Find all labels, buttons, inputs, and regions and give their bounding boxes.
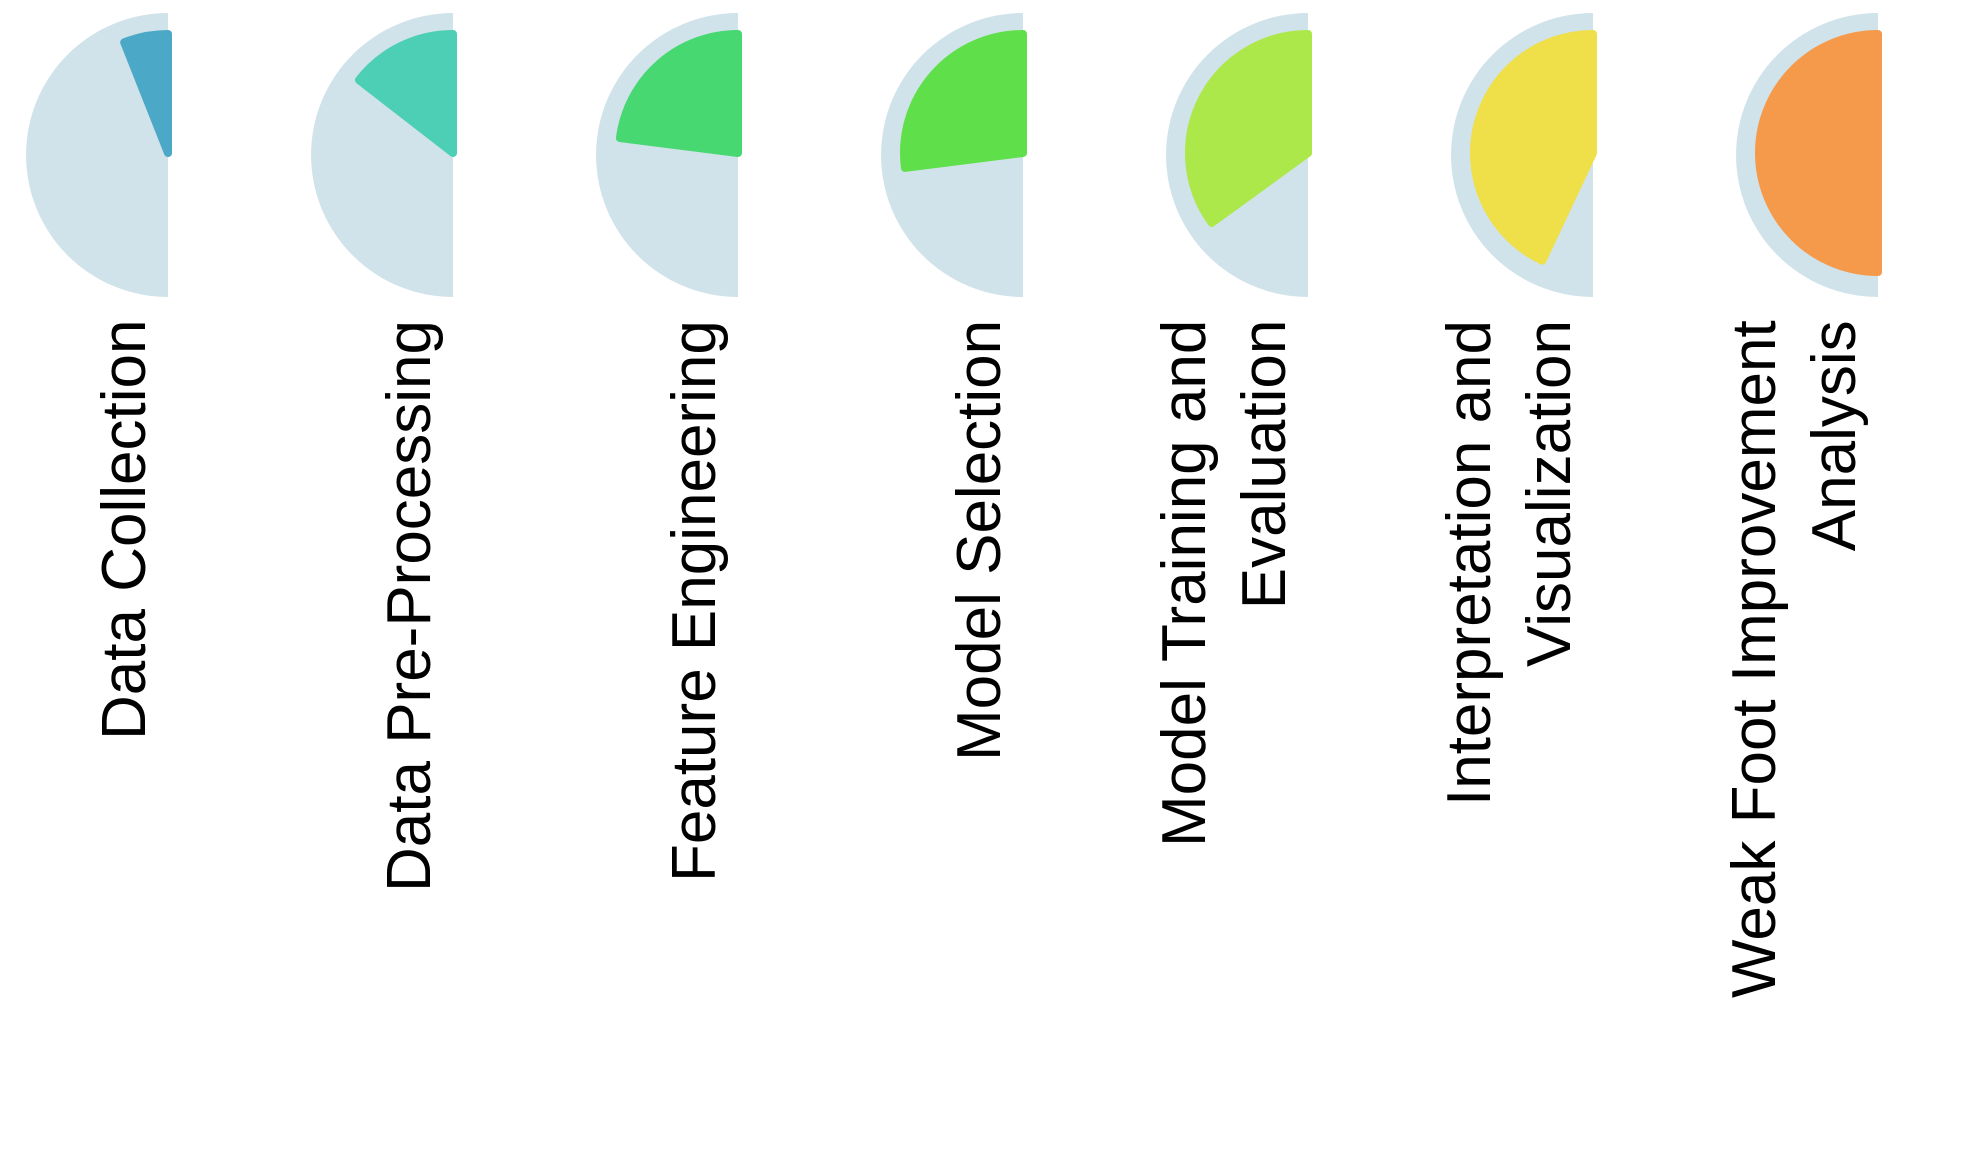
stage-label-box: Weak Foot Improvement Analysis xyxy=(1710,320,1981,1140)
stage-progress-gauge xyxy=(596,13,742,297)
stage-label: Model Training and Evaluation xyxy=(1145,320,1305,847)
stage-label-line: Data Pre-Processing xyxy=(375,319,444,892)
stage-label-line: Evaluation xyxy=(1230,319,1299,610)
stage-label-line: Feature Engineering xyxy=(660,320,729,882)
stage-label-box: Interpretation and Visualization xyxy=(1425,320,1715,1140)
stage-5: Model Training and Evaluation xyxy=(1140,0,1430,1155)
stage-label-box: Model Training and Evaluation xyxy=(1140,320,1430,1140)
stage-label: Data Pre-Processing xyxy=(370,320,450,892)
stage-3: Feature Engineering xyxy=(570,0,860,1155)
stage-6: Interpretation and Visualization xyxy=(1425,0,1715,1155)
stage-label-line: Weak Foot Improvement xyxy=(1720,320,1789,998)
gauge-track xyxy=(26,13,169,297)
stage-label-box: Feature Engineering xyxy=(570,320,860,1140)
gauge-progress-wedge xyxy=(120,30,172,157)
gauge-progress-wedge xyxy=(900,30,1027,172)
stage-label: Interpretation and Visualization xyxy=(1430,320,1590,806)
stage-label-box: Data Collection xyxy=(0,320,290,1140)
stage-1: Data Collection xyxy=(0,0,290,1155)
stage-progress-gauge xyxy=(311,13,457,297)
stage-label-line: Model Training and xyxy=(1150,319,1219,847)
stage-progress-gauge xyxy=(1736,13,1882,297)
stage-label-line: Interpretation and xyxy=(1435,319,1504,806)
stage-7: Weak Foot Improvement Analysis xyxy=(1710,0,1981,1155)
stage-label-line: Model Selection xyxy=(945,319,1014,761)
stage-label-line: Analysis xyxy=(1800,320,1869,552)
stage-progress-gauge xyxy=(881,13,1027,297)
gauge-progress-wedge xyxy=(1755,30,1882,276)
stage-label: Feature Engineering xyxy=(655,320,735,882)
stage-progress-gauge xyxy=(1166,13,1312,297)
stage-2: Data Pre-Processing xyxy=(285,0,575,1155)
stage-label-box: Data Pre-Processing xyxy=(285,320,575,1140)
gauge-progress-wedge xyxy=(354,30,457,157)
stage-progress-gauge xyxy=(1451,13,1597,297)
stage-progress-gauge xyxy=(26,13,172,297)
stage-label-line: Visualization xyxy=(1515,319,1584,667)
gauge-progress-wedge xyxy=(615,30,742,157)
stage-label: Model Selection xyxy=(940,320,1020,761)
stage-4: Model Selection xyxy=(855,0,1145,1155)
stage-label: Weak Foot Improvement Analysis xyxy=(1715,320,1875,998)
stage-label: Data Collection xyxy=(85,320,165,740)
gauge-progress-wedge xyxy=(1185,30,1312,227)
gauge-progress-wedge xyxy=(1470,30,1597,265)
stage-label-box: Model Selection xyxy=(855,320,1145,1140)
stage-label-line: Data Collection xyxy=(90,319,159,740)
